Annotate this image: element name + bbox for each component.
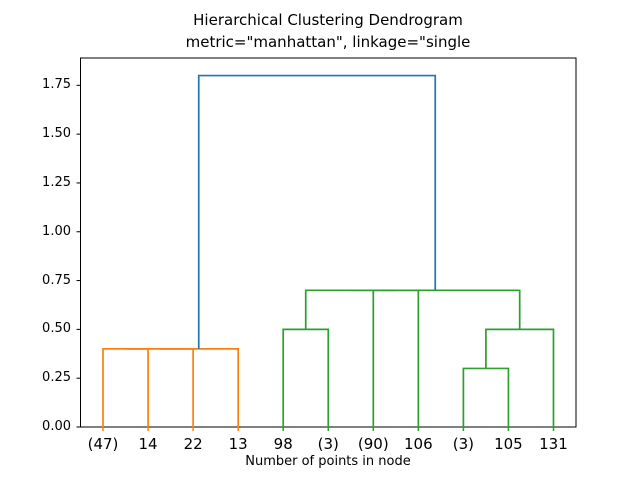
x-leaf-label: 98 xyxy=(273,435,293,453)
dendrogram-link xyxy=(159,348,240,427)
x-leaf-label: 105 xyxy=(494,435,523,453)
x-axis-label: Number of points in node xyxy=(245,454,411,469)
x-leaf-label: 13 xyxy=(228,435,248,453)
x-leaf-label: 14 xyxy=(138,435,158,453)
x-leaf-label: 106 xyxy=(404,435,433,453)
dendrogram-link xyxy=(125,348,194,427)
dendrogram-link xyxy=(350,289,521,330)
chart-title: Hierarchical Clustering Dendrogram xyxy=(193,11,463,29)
y-tick-label: 1.75 xyxy=(42,77,71,93)
y-tick-label: 1.50 xyxy=(42,126,71,142)
dendrogram-link xyxy=(304,289,396,330)
y-tick-label: 0.50 xyxy=(42,321,71,337)
dendrogram-link xyxy=(197,74,437,349)
x-leaf-label: (3) xyxy=(317,435,339,453)
y-tick-label: 1.25 xyxy=(42,174,71,190)
dendrogram-link xyxy=(282,328,330,427)
dendrogram-link xyxy=(372,289,420,427)
chart-title-block: Hierarchical Clustering Dendrogram metri… xyxy=(80,9,576,53)
x-leaf-label: (90) xyxy=(357,435,389,453)
dendrogram-link xyxy=(485,328,555,427)
y-tick-label: 0.00 xyxy=(42,419,71,434)
x-leaf-label: (3) xyxy=(452,435,474,453)
x-leaf-label: (47) xyxy=(87,435,119,453)
x-leaf-label: 131 xyxy=(539,435,568,453)
dendrogram-link xyxy=(102,348,149,427)
x-leaf-label: 22 xyxy=(183,435,203,453)
dendrogram-link xyxy=(462,367,510,427)
y-tick-label: 0.25 xyxy=(42,370,71,386)
y-tick-label: 1.00 xyxy=(42,223,71,239)
y-tick-label: 0.75 xyxy=(42,272,71,288)
chart-subtitle: metric="manhattan", linkage="single xyxy=(185,33,471,51)
